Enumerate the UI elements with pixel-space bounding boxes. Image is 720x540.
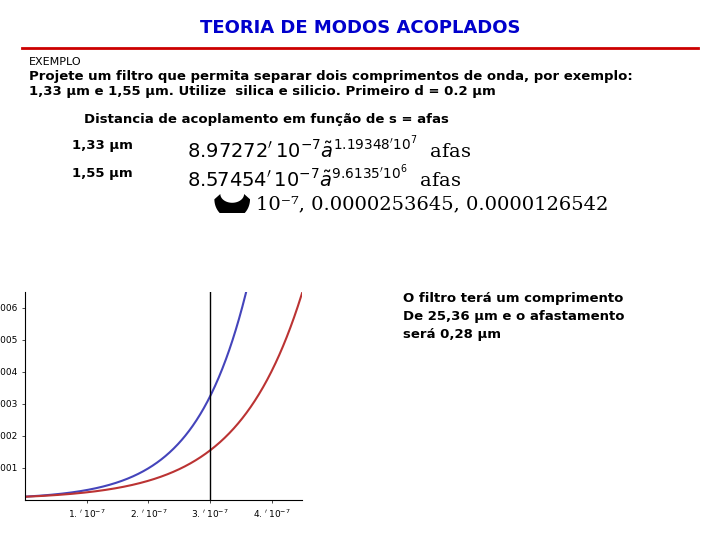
- Text: Distancia de acoplamento em função de s = afas: Distancia de acoplamento em função de s …: [84, 113, 449, 126]
- Text: $8.57454{}^\prime\,10^{-7}\tilde{a}^{9.6135{}^\prime 10^6}$  afas: $8.57454{}^\prime\,10^{-7}\tilde{a}^{9.6…: [187, 165, 462, 191]
- Text: Projete um filtro que permita separar dois comprimentos de onda, por exemplo:: Projete um filtro que permita separar do…: [29, 70, 633, 83]
- Text: 1,33 μm: 1,33 μm: [72, 139, 133, 152]
- Text: TEORIA DE MODOS ACOPLADOS: TEORIA DE MODOS ACOPLADOS: [199, 19, 521, 37]
- Text: 1,55 μm: 1,55 μm: [72, 167, 132, 180]
- Text: $8.97272{}^\prime\,10^{-7}\tilde{a}^{1.19348{}^\prime 10^7}$  afas: $8.97272{}^\prime\,10^{-7}\tilde{a}^{1.1…: [187, 136, 472, 163]
- Text: 1,33 μm e 1,55 μm. Utilize  silica e silicio. Primeiro d = 0.2 μm: 1,33 μm e 1,55 μm. Utilize silica e sili…: [29, 85, 495, 98]
- Text: 10⁻⁷, 0.0000253645, 0.0000126542: 10⁻⁷, 0.0000253645, 0.0000126542: [256, 195, 608, 213]
- PathPatch shape: [215, 194, 250, 219]
- Text: O filtro terá um comprimento
De 25,36 μm e o afastamento
será 0,28 μm: O filtro terá um comprimento De 25,36 μm…: [403, 292, 625, 341]
- Text: EXEMPLO: EXEMPLO: [29, 57, 81, 67]
